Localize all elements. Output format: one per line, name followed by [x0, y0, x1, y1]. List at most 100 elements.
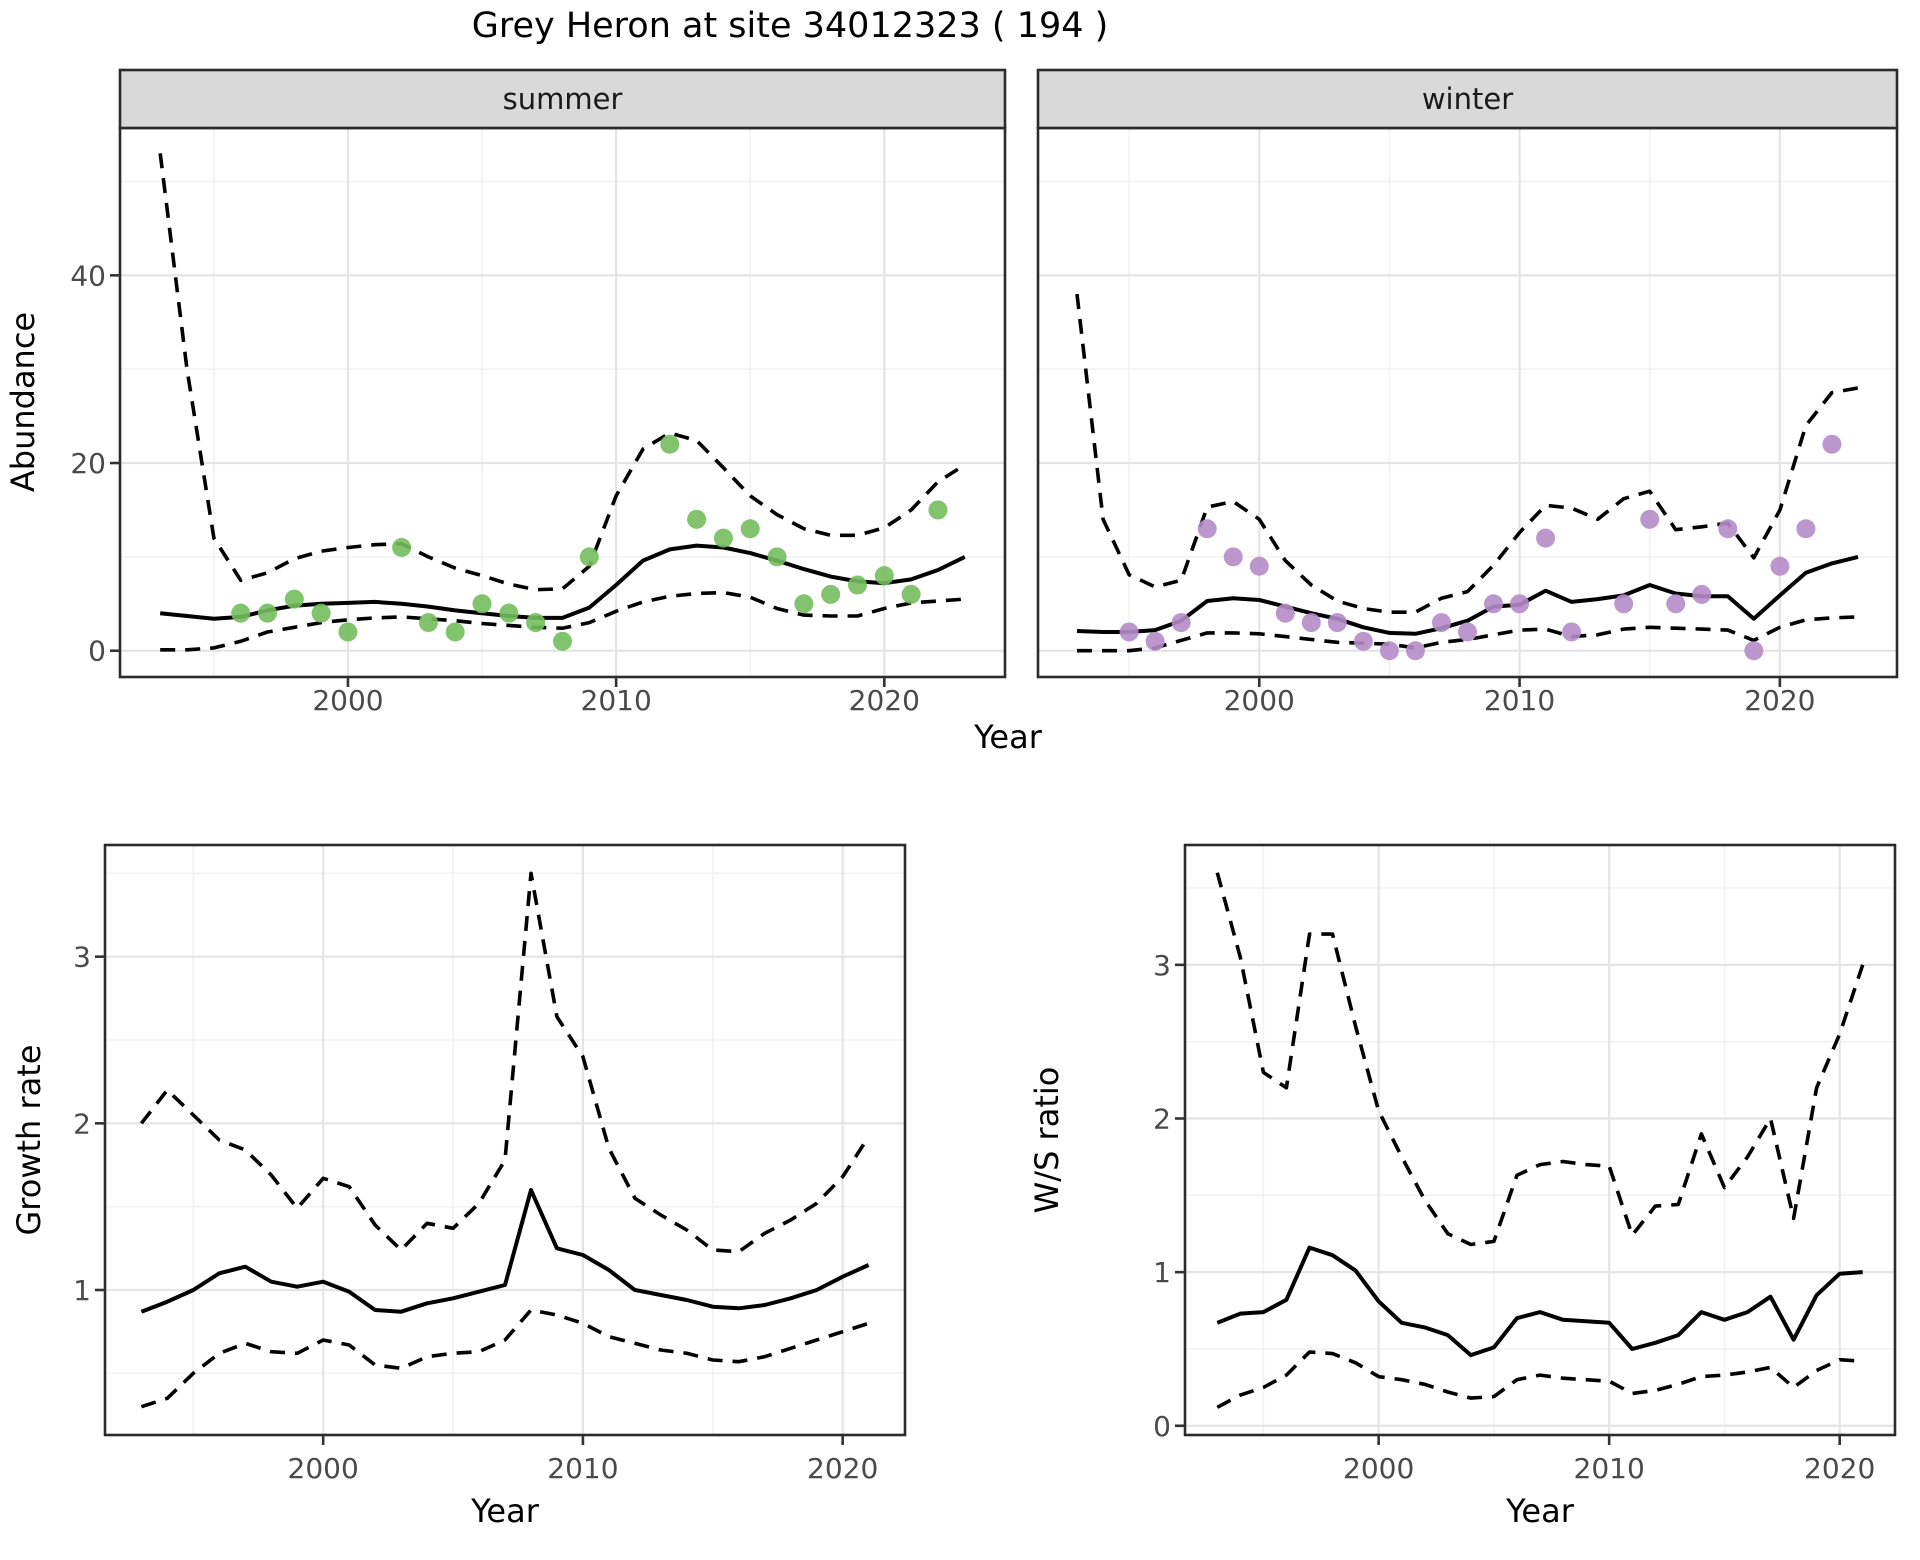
y-axis-title: W/S ratio — [1028, 1067, 1066, 1214]
observation-point — [1692, 584, 1712, 604]
lower-ci-line — [1077, 615, 1859, 653]
observation-point — [1458, 622, 1477, 642]
observation-point — [767, 547, 787, 567]
observation-point — [928, 500, 948, 520]
observation-point — [1119, 622, 1139, 642]
observation-point — [1796, 519, 1816, 539]
observation-point — [553, 631, 572, 651]
x-axis-tick-label: 2010 — [547, 1452, 618, 1485]
observation-point — [901, 584, 921, 604]
observation-point — [848, 575, 867, 595]
observation-point — [1145, 631, 1165, 651]
figure-title: Grey Heron at site 34012323 ( 194 ) — [471, 6, 1109, 46]
panel-background — [120, 128, 1005, 677]
y-axis-tick-label: 1 — [73, 1274, 91, 1307]
x-axis-title: Year — [470, 1492, 540, 1530]
y-axis-tick-label: 2 — [1153, 1102, 1171, 1135]
observation-point — [284, 589, 304, 609]
panel-background — [1185, 845, 1895, 1435]
gridlines — [1185, 845, 1895, 1435]
observation-point — [1431, 613, 1451, 633]
y-axis-tick-label: 20 — [70, 447, 106, 480]
observation-point — [231, 603, 251, 623]
observation-point — [740, 519, 760, 539]
lower-ci-line — [140, 1308, 870, 1409]
x-axis-tick-label: 2020 — [1744, 684, 1815, 717]
observation-point — [1536, 528, 1556, 548]
observation-point — [1822, 434, 1842, 454]
x-axis-tick-label: 2000 — [1343, 1452, 1414, 1485]
panel-background — [1038, 128, 1897, 677]
x-axis-title: Year — [1505, 1492, 1575, 1530]
observation-point — [258, 603, 277, 623]
x-axis-tick-label: 2010 — [1484, 684, 1555, 717]
panel-border — [1183, 843, 1897, 1437]
facet-strip-label: winter — [1422, 82, 1513, 116]
observation-point — [1327, 613, 1347, 633]
gridlines — [105, 845, 905, 1435]
observation-point — [687, 509, 707, 529]
observation-point — [713, 528, 733, 548]
y-axis-tick-label: 3 — [1153, 949, 1171, 982]
panel-ws-ratio: 2000 2010 2020 0 1 2 3 Year W/S ratio — [1028, 843, 1897, 1530]
observation-point — [1562, 622, 1582, 642]
observation-point — [445, 622, 465, 642]
trend-line — [140, 1188, 870, 1314]
y-axis-tick-label: 40 — [70, 259, 106, 292]
observation-point — [660, 434, 680, 454]
observation-point — [1405, 641, 1425, 661]
x-axis-tick-label: 2020 — [849, 684, 920, 717]
x-axis-tick-label: 2020 — [1804, 1452, 1875, 1485]
observation-point — [1770, 556, 1790, 576]
observation-point — [472, 594, 492, 614]
observation-point — [338, 622, 358, 642]
upper-ci-line — [139, 871, 871, 1254]
observation-point — [1249, 556, 1269, 576]
y-axis-tick-label: 0 — [1153, 1410, 1171, 1443]
observation-point — [1614, 594, 1634, 614]
observation-point — [1223, 547, 1243, 567]
observation-point — [1301, 613, 1321, 633]
x-axis-tick-label: 2000 — [1224, 684, 1295, 717]
x-axis-tick-label: 2020 — [807, 1452, 878, 1485]
y-axis-tick-label: 2 — [73, 1107, 91, 1140]
observation-point — [1640, 509, 1660, 529]
x-axis-tick-label: 2010 — [581, 684, 652, 717]
observation-point — [526, 613, 546, 633]
lower-ci-line — [160, 590, 965, 652]
facet-strip-winter — [1036, 68, 1899, 130]
y-axis-tick-label: 0 — [88, 635, 106, 668]
observation-point — [874, 566, 894, 586]
x-axis-tick-label: 2000 — [288, 1452, 359, 1485]
observation-point — [1197, 519, 1217, 539]
y-axis-title: Growth rate — [10, 1045, 48, 1236]
observation-point — [1484, 594, 1504, 614]
observation-point — [499, 603, 519, 623]
panel-border — [103, 843, 907, 1437]
observation-point — [1666, 594, 1686, 614]
lower-ci-line — [1216, 1350, 1863, 1409]
panel-abundance-summer: summer 2000 2010 2020 0 20 40 — [70, 68, 1007, 717]
observation-point — [579, 547, 599, 567]
observation-point — [392, 537, 412, 557]
trend-line — [1216, 1245, 1863, 1358]
x-axis-tick-label: 2010 — [1574, 1452, 1645, 1485]
observation-point — [1275, 603, 1295, 623]
observation-point — [1718, 519, 1738, 539]
observation-point — [311, 603, 331, 623]
observation-points — [231, 434, 948, 651]
observation-point — [1744, 641, 1764, 661]
panel-abundance-winter: winter 2000 2010 2020 — [1036, 68, 1899, 717]
observation-point — [821, 584, 841, 604]
observation-point — [418, 613, 438, 633]
observation-point — [1510, 594, 1530, 614]
facet-strip-summer — [118, 68, 1007, 130]
panel-growth-rate: 2000 2010 2020 1 2 3 Year Growth rate — [10, 843, 907, 1530]
observation-point — [1379, 641, 1399, 661]
trend-line — [1076, 554, 1859, 636]
y-axis-tick-label: 3 — [73, 941, 91, 974]
panel-background — [105, 845, 905, 1435]
observation-points — [1119, 434, 1842, 661]
